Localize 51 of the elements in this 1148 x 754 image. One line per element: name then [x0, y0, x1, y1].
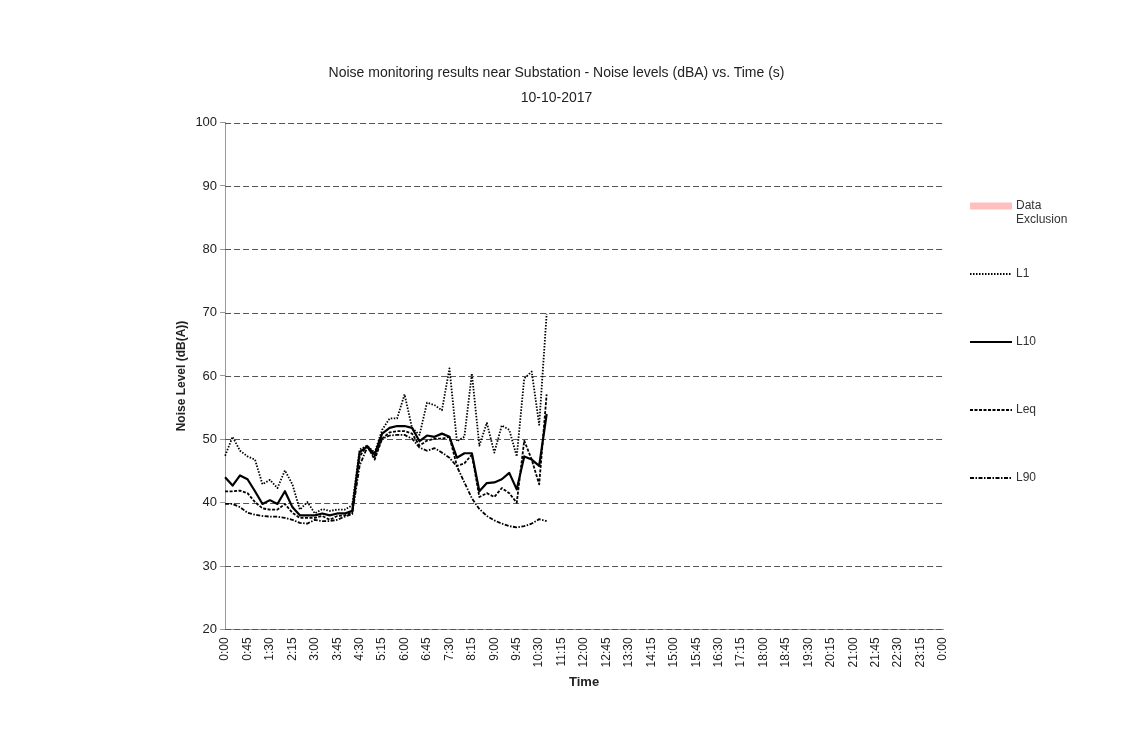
x-tick-label: 22:30 [890, 637, 905, 668]
y-tick-label: 30 [202, 557, 218, 573]
chart-subtitle: 10-10-2017 [520, 89, 593, 106]
y-tick-label: 60 [202, 367, 218, 383]
x-tick-label: 18:00 [755, 637, 770, 668]
y-tick-label: 80 [202, 240, 218, 256]
legend-label: L10 [1016, 334, 1037, 348]
x-tick-label: 7:30 [441, 637, 456, 661]
y-axis-title: Noise Level (dB(A)) [173, 320, 188, 432]
x-tick-label: 15:45 [688, 637, 703, 668]
x-tick-label: 18:45 [778, 637, 793, 668]
x-tick-label: 3:00 [307, 637, 322, 661]
x-tick-label: 12:45 [598, 637, 613, 668]
x-tick-label: 8:15 [464, 637, 479, 661]
x-tick-label: 21:45 [868, 637, 883, 668]
x-tick-label: 21:00 [845, 637, 860, 668]
x-tick-label: 6:45 [419, 637, 434, 661]
x-tick-label: 13:30 [621, 637, 636, 668]
x-tick-label: 2:15 [284, 637, 299, 661]
y-tick-label: 40 [202, 494, 218, 510]
x-tick-label: 5:15 [374, 637, 389, 661]
x-tick-label: 11:15 [553, 637, 568, 667]
legend-label: Data Exclusion [1016, 198, 1069, 226]
x-tick-label: 19:30 [800, 637, 815, 668]
x-tick-label: 23:15 [912, 637, 927, 668]
x-tick-label: 6:00 [396, 637, 411, 661]
x-tick-label: 10:30 [531, 637, 546, 668]
legend-label: Leq [1016, 402, 1037, 416]
x-tick-label: 9:00 [486, 637, 501, 661]
x-tick-label: 17:15 [733, 637, 748, 668]
y-tick-label: 70 [202, 304, 218, 320]
x-tick-label: 14:15 [643, 637, 658, 668]
x-tick-label: 12:00 [576, 637, 591, 668]
y-tick-label: 20 [202, 620, 218, 636]
x-tick-label: 0:00 [935, 637, 950, 661]
legend-label: L90 [1016, 470, 1037, 484]
x-tick-label: 9:45 [509, 637, 524, 661]
x-tick-label: 3:45 [329, 637, 344, 661]
x-tick-label: 1:30 [262, 637, 277, 661]
x-tick-label: 16:30 [710, 637, 725, 668]
x-tick-label: 4:30 [352, 637, 367, 661]
x-axis-title: Time [568, 673, 600, 689]
y-tick-label: 90 [202, 177, 218, 193]
y-tick-label: 100 [195, 114, 218, 130]
y-tick-label: 50 [202, 430, 218, 446]
x-tick-label: 20:15 [823, 637, 838, 668]
x-tick-label: 0:45 [239, 637, 254, 661]
legend-label: L1 [1016, 266, 1030, 280]
x-tick-label: 0:00 [217, 637, 232, 661]
chart-title: Noise monitoring results near Substation - Noise levels (dBA) vs. Time (s) [328, 64, 785, 81]
x-tick-label: 15:00 [666, 637, 681, 668]
